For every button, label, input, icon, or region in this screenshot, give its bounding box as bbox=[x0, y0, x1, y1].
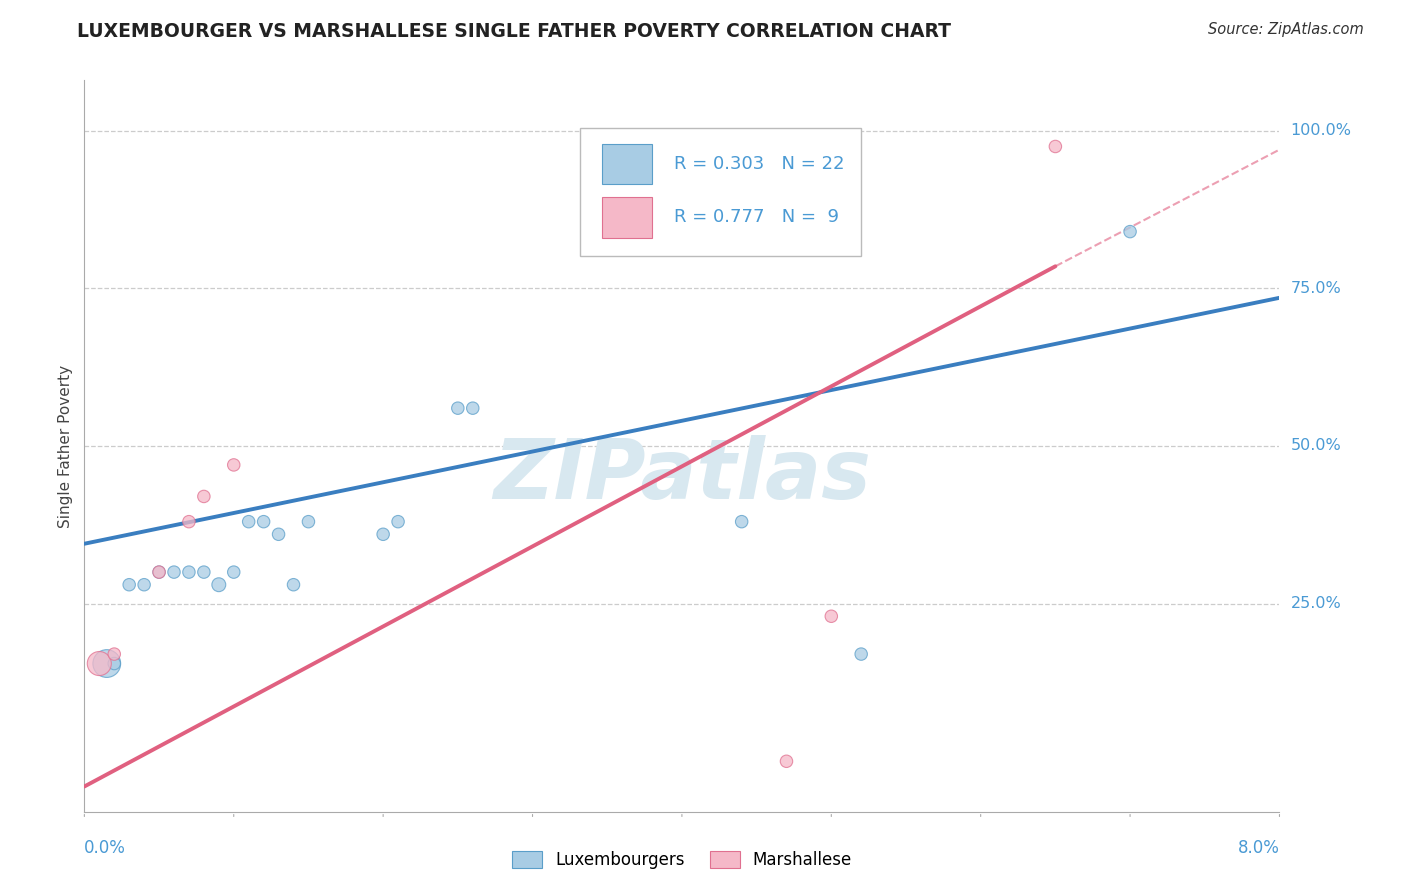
Point bbox=[222, 458, 245, 472]
Point bbox=[193, 490, 215, 504]
Legend: Luxembourgers, Marshallese: Luxembourgers, Marshallese bbox=[512, 851, 852, 869]
Point bbox=[461, 401, 484, 416]
Point bbox=[118, 578, 141, 592]
Text: Source: ZipAtlas.com: Source: ZipAtlas.com bbox=[1208, 22, 1364, 37]
Point bbox=[851, 647, 873, 661]
Point bbox=[132, 578, 156, 592]
Text: 75.0%: 75.0% bbox=[1291, 281, 1341, 296]
FancyBboxPatch shape bbox=[581, 128, 862, 256]
Point bbox=[373, 527, 395, 541]
Point bbox=[775, 754, 797, 768]
Point bbox=[253, 515, 276, 529]
Text: 25.0%: 25.0% bbox=[1291, 596, 1341, 611]
Point bbox=[193, 565, 215, 579]
Point bbox=[103, 647, 125, 661]
Text: R = 0.777   N =  9: R = 0.777 N = 9 bbox=[673, 209, 838, 227]
Point bbox=[177, 515, 200, 529]
Point bbox=[297, 515, 319, 529]
Point bbox=[148, 565, 170, 579]
Point bbox=[222, 565, 245, 579]
Point bbox=[267, 527, 290, 541]
Text: 50.0%: 50.0% bbox=[1291, 439, 1341, 453]
Point bbox=[447, 401, 470, 416]
Point bbox=[96, 657, 118, 671]
Point bbox=[103, 657, 125, 671]
Text: 0.0%: 0.0% bbox=[84, 839, 127, 857]
Point bbox=[1119, 225, 1142, 239]
Point bbox=[238, 515, 260, 529]
Point bbox=[1045, 139, 1067, 153]
Point bbox=[163, 565, 186, 579]
Text: ZIPatlas: ZIPatlas bbox=[494, 434, 870, 516]
FancyBboxPatch shape bbox=[602, 144, 652, 184]
Point bbox=[177, 565, 200, 579]
Point bbox=[283, 578, 305, 592]
Y-axis label: Single Father Poverty: Single Father Poverty bbox=[58, 365, 73, 527]
Text: LUXEMBOURGER VS MARSHALLESE SINGLE FATHER POVERTY CORRELATION CHART: LUXEMBOURGER VS MARSHALLESE SINGLE FATHE… bbox=[77, 22, 952, 41]
Point bbox=[387, 515, 409, 529]
Point bbox=[820, 609, 842, 624]
Point bbox=[89, 657, 111, 671]
Text: 8.0%: 8.0% bbox=[1237, 839, 1279, 857]
Point bbox=[731, 515, 754, 529]
Text: R = 0.303   N = 22: R = 0.303 N = 22 bbox=[673, 155, 844, 173]
Point bbox=[148, 565, 170, 579]
FancyBboxPatch shape bbox=[602, 197, 652, 237]
Text: 100.0%: 100.0% bbox=[1291, 123, 1351, 138]
Point bbox=[208, 578, 231, 592]
